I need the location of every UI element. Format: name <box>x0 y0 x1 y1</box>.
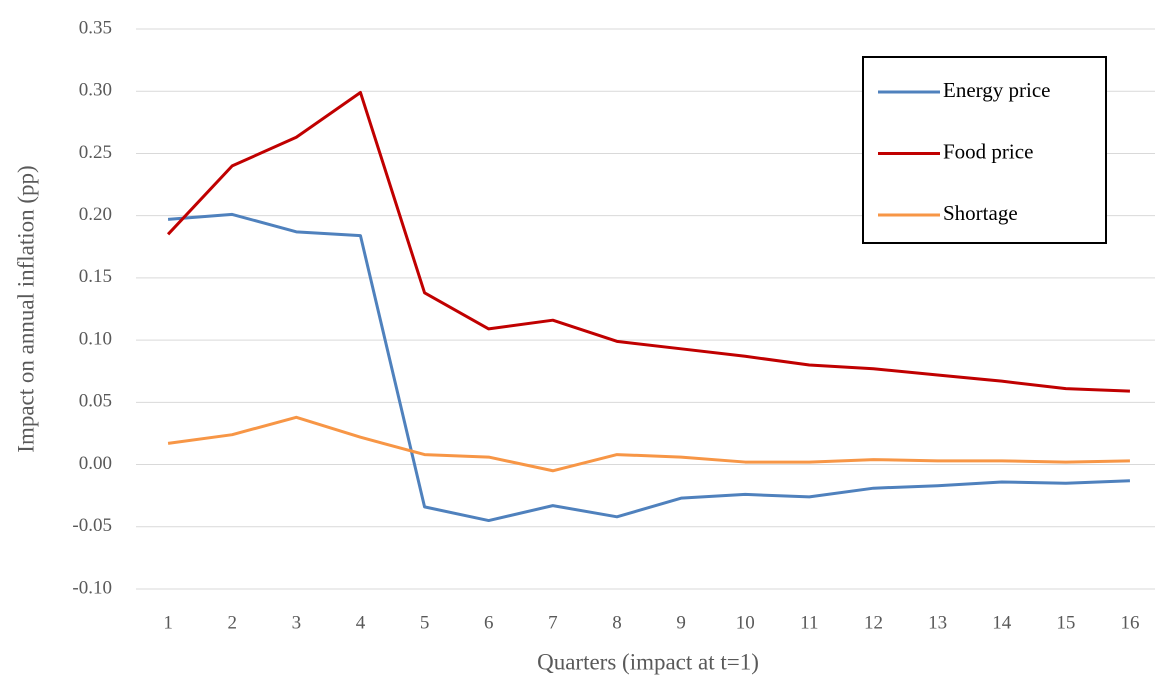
x-tick-label: 9 <box>676 612 686 633</box>
y-tick-label: 0.20 <box>79 204 112 225</box>
y-tick-label: 0.10 <box>79 328 112 349</box>
legend-label: Shortage <box>943 201 1018 225</box>
y-axis-title: Impact on annual inflation (pp) <box>13 165 38 452</box>
y-tick-label: 0.15 <box>79 266 112 287</box>
x-tick-label: 2 <box>227 612 237 633</box>
y-tick-label: 0.00 <box>79 453 112 474</box>
x-tick-label: 8 <box>612 612 622 633</box>
y-tick-label: -0.10 <box>72 577 112 598</box>
x-tick-label: 5 <box>420 612 430 633</box>
y-tick-label: 0.30 <box>79 80 112 101</box>
x-tick-label: 1 <box>163 612 173 633</box>
y-tick-label: 0.25 <box>79 142 112 163</box>
x-tick-label: 14 <box>992 612 1012 633</box>
x-tick-label: 7 <box>548 612 558 633</box>
legend-label: Energy price <box>943 78 1050 102</box>
series-line <box>167 415 1130 473</box>
y-tick-label: -0.05 <box>72 515 112 536</box>
legend-label: Food price <box>943 139 1033 163</box>
series-line <box>167 212 1130 523</box>
x-axis-title: Quarters (impact at t=1) <box>537 649 759 674</box>
x-tick-label: 3 <box>292 612 302 633</box>
x-tick-label: 13 <box>928 612 947 633</box>
x-tick-label: 12 <box>864 612 883 633</box>
y-tick-label: 0.05 <box>79 391 112 412</box>
series-line <box>166 90 1130 393</box>
x-tick-label: 15 <box>1056 612 1075 633</box>
x-tick-label: 16 <box>1120 612 1139 633</box>
x-tick-label: 10 <box>736 612 755 633</box>
x-tick-label: 6 <box>484 612 494 633</box>
y-tick-label: 0.35 <box>79 17 112 38</box>
legend-box <box>862 56 1107 244</box>
x-tick-label: 11 <box>800 612 818 633</box>
x-tick-label: 4 <box>356 612 366 633</box>
